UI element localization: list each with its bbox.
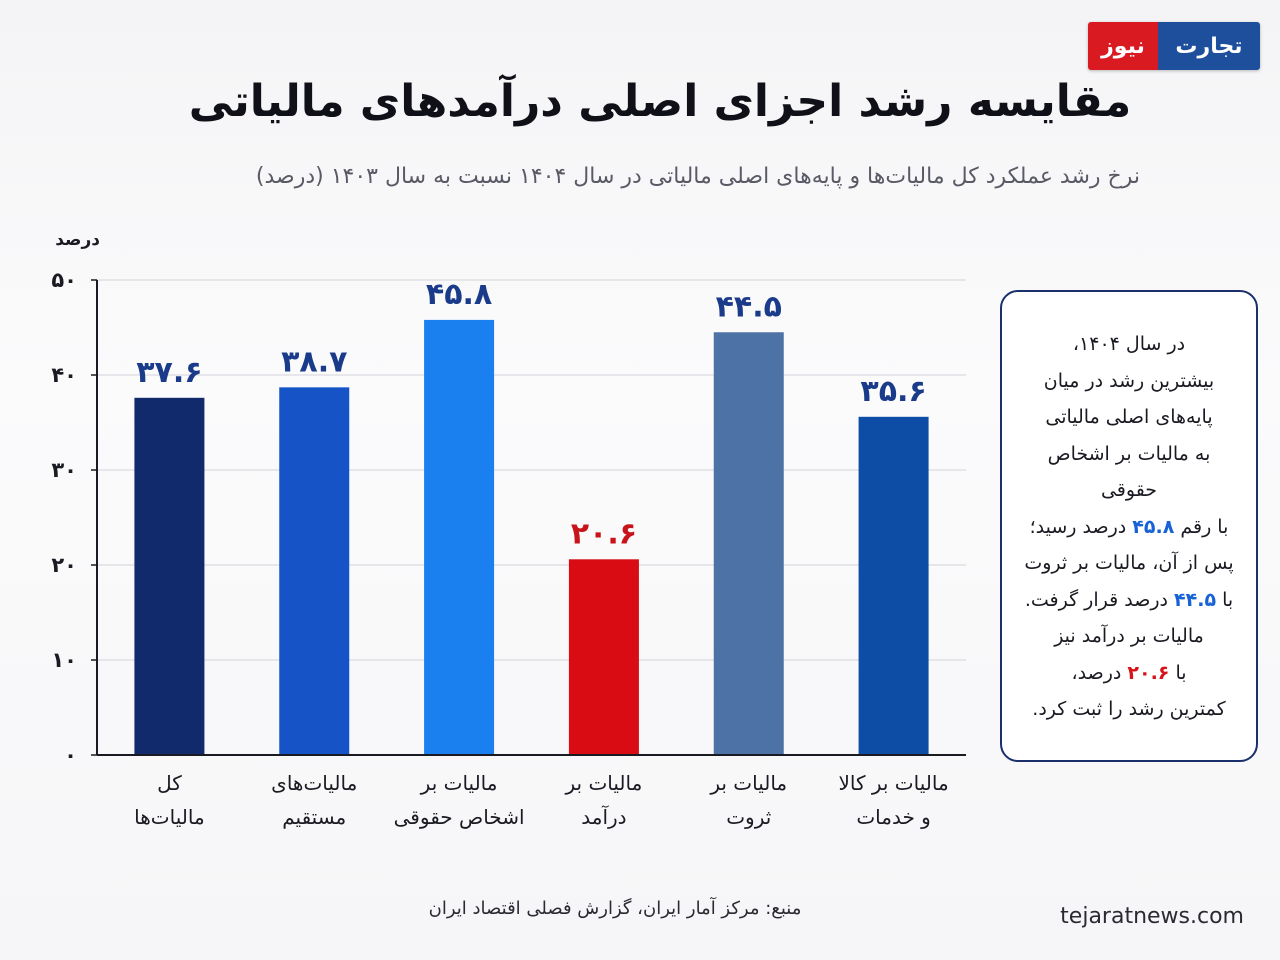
callout-highlight-value: ۴۴.۵ [1174, 588, 1217, 611]
bars [134, 319, 929, 755]
bar [568, 559, 639, 755]
x-category-label: مالیات بر [420, 771, 498, 795]
callout-text: درصد رسید؛ [1029, 515, 1127, 538]
callout-line: با ۲۰.۶ درصد، [1018, 655, 1240, 692]
y-tick-label: ۱۰ [51, 648, 77, 672]
callout-text: درصد قرار گرفت. [1024, 588, 1168, 611]
x-category-label: مالیات‌های [271, 771, 357, 795]
x-category-label: کل [157, 771, 182, 795]
y-tick-label: ۵۰ [51, 268, 77, 292]
callout-highlight-value: ۲۰.۶ [1127, 661, 1170, 684]
bar-value-label: ۳۸.۷ [281, 344, 347, 379]
bar [279, 387, 350, 755]
callout-text: با [1175, 661, 1187, 684]
x-category-label: مالیات بر [709, 771, 787, 795]
callout-line: پس از آن، مالیات بر ثروت [1024, 552, 1234, 574]
bar-value-label: ۳۷.۶ [136, 355, 202, 390]
callout-text: با [1222, 588, 1234, 611]
bar-value-label: ۲۰.۶ [571, 516, 637, 551]
bar-value-label: ۴۴.۵ [716, 289, 782, 324]
chart-subtitle: نرخ رشد عملکرد کل مالیات‌ها و پایه‌های ا… [255, 164, 1140, 189]
website-url: tejaratnews.com [1060, 904, 1244, 929]
x-category-label: اشخاص حقوقی [394, 805, 525, 829]
x-category-label: و خدمات [856, 805, 931, 829]
callout-line: با ۴۴.۵ درصد قرار گرفت. [1018, 582, 1240, 619]
callout-text: درصد، [1071, 661, 1122, 684]
bar-chart: ۰ ۱۰ ۲۰ ۳۰ ۴۰ ۵۰ ۳۷.۶ ۳۸.۷ ۴۵.۸ ۲۰.۶ ۴۴.۵ ۳۵.۶ کل م… [51, 230, 966, 829]
category-labels: کل مالیات‌ها مالیات‌های مستقیم مالیات بر اشخا… [134, 771, 949, 829]
bar [134, 397, 205, 755]
bar [858, 416, 929, 755]
value-labels: ۳۷.۶ ۳۸.۷ ۴۵.۸ ۲۰.۶ ۴۴.۵ ۳۵.۶ [136, 277, 926, 551]
tejaratnews-logo: نیوز تجارت [1088, 22, 1260, 70]
source-note: منبع: مرکز آمار ایران، گزارش فصلی اقتصاد… [428, 898, 802, 919]
insight-callout: در سال ۱۴۰۴، بیشترین رشد در میان پایه‌ها… [1000, 290, 1258, 762]
x-category-label: مالیات‌ها [134, 805, 205, 829]
callout-line: پایه‌های اصلی مالیاتی [1045, 406, 1213, 428]
chart-title: مقایسه رشد اجزای اصلی درآمدهای مالیاتی [188, 76, 1132, 127]
callout-line: بیشترین رشد در میان [1043, 369, 1215, 392]
axes [96, 280, 966, 756]
callout-text: با رقم [1180, 515, 1229, 538]
bar [713, 332, 784, 755]
callout-line: مالیات بر درآمد نیز [1054, 625, 1204, 647]
bar-value-label: ۳۵.۶ [860, 374, 926, 409]
callout-line: در سال ۱۴۰۴، [1072, 333, 1186, 355]
callout-highlight-value: ۴۵.۸ [1132, 515, 1175, 538]
y-tick-label: ۴۰ [51, 363, 77, 387]
x-category-label: درآمد [581, 804, 626, 829]
y-ticks: ۰ ۱۰ ۲۰ ۳۰ ۴۰ ۵۰ [51, 268, 97, 767]
callout-line: کمترین رشد را ثبت کرد. [1032, 698, 1226, 720]
x-category-label: مالیات بر کالا [838, 771, 948, 795]
bar [424, 319, 495, 755]
x-category-label: مالیات بر [565, 771, 643, 795]
y-tick-label: ۰ [64, 743, 77, 767]
y-tick-label: ۳۰ [51, 458, 77, 482]
logo-blue-part: تجارت [1158, 22, 1260, 70]
y-axis-label: درصد [55, 230, 100, 250]
gridlines [97, 279, 966, 661]
x-category-label: ثروت [726, 805, 771, 829]
y-tick-label: ۲۰ [51, 553, 77, 577]
callout-line: به مالیات بر اشخاص حقوقی [1047, 442, 1211, 502]
callout-line: با رقم ۴۵.۸ درصد رسید؛ [1018, 509, 1240, 546]
logo-red-part: نیوز [1088, 22, 1158, 70]
bar-value-label: ۴۵.۸ [426, 277, 492, 312]
x-category-label: مستقیم [282, 805, 346, 829]
